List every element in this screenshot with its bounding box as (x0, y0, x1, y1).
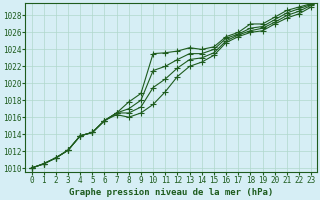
X-axis label: Graphe pression niveau de la mer (hPa): Graphe pression niveau de la mer (hPa) (69, 188, 274, 197)
